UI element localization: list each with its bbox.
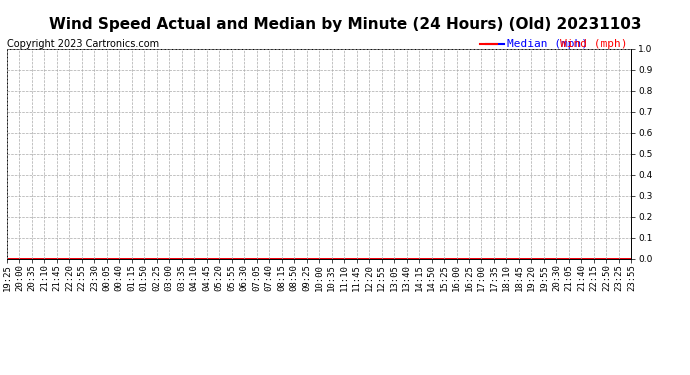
Text: Median (mph): Median (mph) — [507, 39, 588, 50]
Text: Copyright 2023 Cartronics.com: Copyright 2023 Cartronics.com — [7, 39, 159, 50]
Text: Wind Speed Actual and Median by Minute (24 Hours) (Old) 20231103: Wind Speed Actual and Median by Minute (… — [49, 17, 641, 32]
Text: Wind (mph): Wind (mph) — [560, 39, 628, 50]
